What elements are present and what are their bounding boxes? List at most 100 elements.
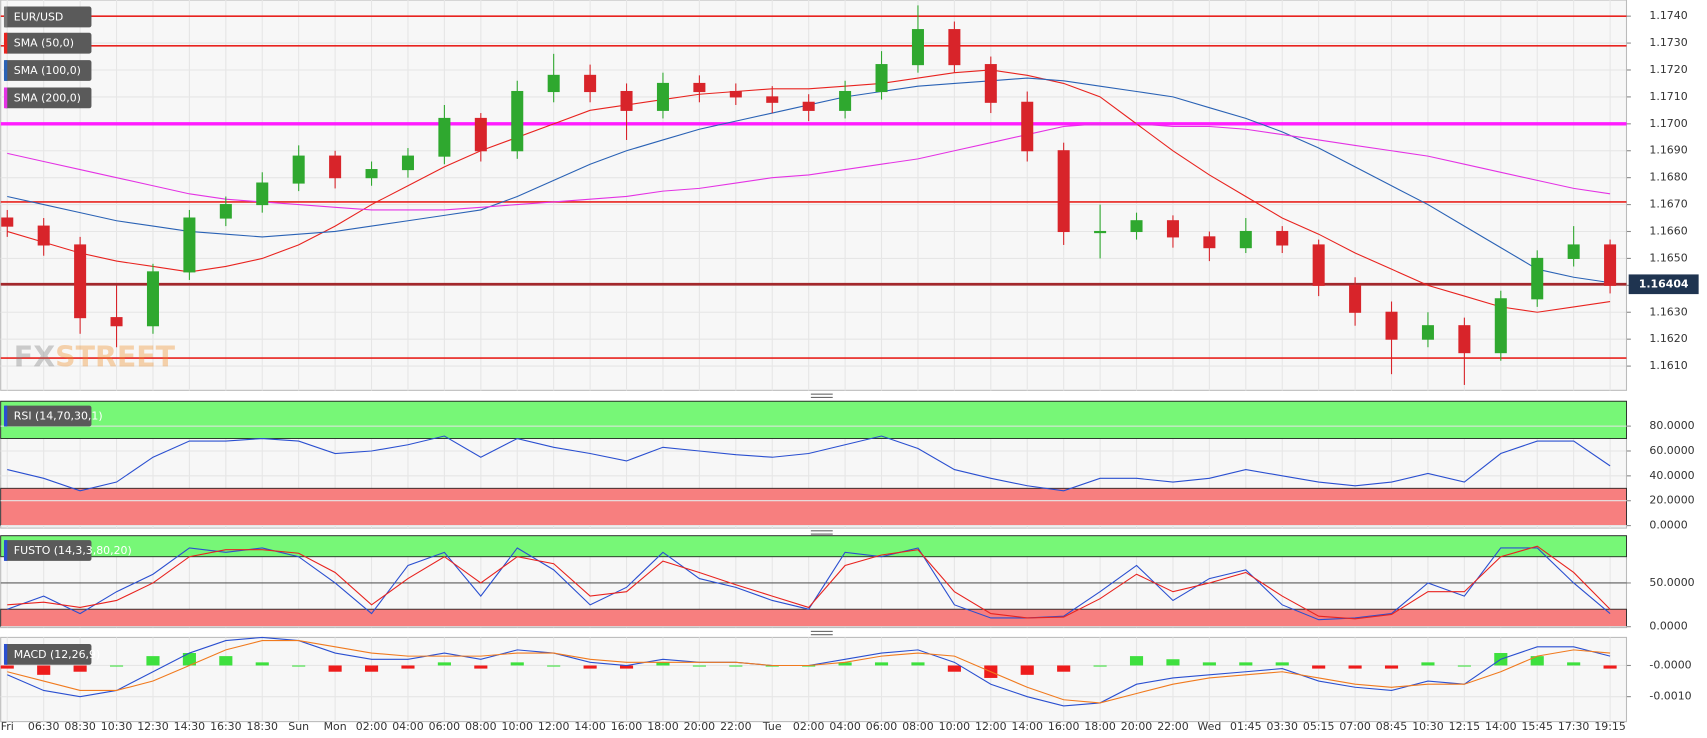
candle-body	[438, 117, 451, 157]
x-tick-label: 12:15	[1449, 720, 1480, 733]
histogram-bar	[1275, 662, 1289, 666]
panel: 1.16101.16201.16301.16401.16501.16601.16…	[0, 0, 1699, 391]
candle-body	[219, 204, 232, 219]
histogram-bar	[1093, 665, 1107, 667]
histogram-bar	[583, 665, 597, 669]
candle-body	[1385, 311, 1398, 340]
candle-body	[620, 90, 633, 111]
candle-body	[1604, 244, 1617, 286]
legend-box	[3, 405, 92, 427]
legend-swatch	[3, 540, 8, 561]
histogram-bar	[729, 665, 743, 667]
histogram-bar	[328, 665, 342, 672]
candle-body	[1312, 244, 1325, 286]
candle-body	[911, 29, 924, 66]
candle-body	[839, 90, 852, 111]
x-tick-label: Mon	[324, 720, 347, 733]
candle-body	[1421, 325, 1434, 340]
candle-body	[984, 64, 997, 103]
histogram-bar	[1202, 662, 1216, 666]
candle-body	[1349, 284, 1362, 313]
histogram-bar	[1312, 665, 1326, 669]
histogram-bar	[73, 665, 87, 672]
legend-swatch	[3, 643, 8, 665]
legend-label: EUR/USD	[14, 10, 64, 23]
x-tick-label: 18:00	[647, 720, 679, 733]
candle-body	[1531, 257, 1544, 300]
legend-swatch	[3, 405, 8, 427]
zone-band	[0, 487, 1627, 527]
candle-body	[1094, 230, 1107, 234]
candle-body	[1166, 220, 1179, 238]
legend-swatch	[3, 32, 8, 54]
x-tick-label: Tue	[762, 720, 782, 733]
candle-body	[656, 82, 669, 111]
legend-entry: SMA (100,0)	[3, 60, 92, 81]
x-tick-label: 12:00	[975, 720, 1007, 733]
candle-body	[1057, 150, 1070, 233]
panel-background	[0, 636, 1628, 723]
legend-entry: RSI (14,70,30,1)	[3, 405, 103, 427]
candle-body	[766, 96, 779, 103]
histogram-bar	[1530, 656, 1544, 666]
x-tick-label: 10:00	[939, 720, 971, 733]
candle-body	[365, 169, 378, 179]
zone-band	[0, 400, 1627, 439]
watermark-part: FX	[14, 341, 55, 374]
histogram-bar	[911, 662, 925, 666]
candle-body	[183, 217, 196, 273]
histogram-bar	[1603, 665, 1617, 669]
x-tick-label: 14:00	[1485, 720, 1517, 733]
x-tick-label: 15:45	[1521, 720, 1552, 733]
y-tick-label: 1.1690	[1649, 144, 1687, 157]
series-line	[7, 435, 1611, 492]
legend-entry: SMA (200,0)	[3, 87, 92, 109]
x-tick-label: 08:30	[64, 720, 96, 733]
candle-body	[875, 64, 888, 93]
x-tick-label: 07:00	[1339, 720, 1371, 733]
y-tick-label: 1.1720	[1649, 63, 1687, 76]
candle-body	[1239, 230, 1252, 249]
separator	[810, 393, 833, 395]
y-tick-label: 0.0000	[1649, 519, 1687, 532]
y-tick-label: -0.0000	[1649, 658, 1691, 671]
histogram-bar	[619, 665, 634, 669]
legend-swatch	[3, 60, 8, 81]
candle-body	[474, 117, 487, 152]
histogram-bar	[1384, 665, 1399, 669]
x-tick-label: 04:00	[392, 720, 424, 733]
legend-entry: MACD (12,26,9)	[3, 643, 100, 665]
x-tick-label: 22:00	[720, 720, 752, 733]
x-tick-label: 22:00	[1157, 720, 1189, 733]
legend-entry: EUR/USD	[3, 6, 92, 28]
histogram-bar	[547, 665, 561, 667]
candle-body	[256, 182, 269, 206]
histogram-bar	[874, 662, 889, 666]
x-tick-label: 16:30	[210, 720, 242, 733]
candle-body	[74, 244, 87, 319]
histogram-bar	[1057, 665, 1071, 672]
histogram-bar	[109, 665, 124, 667]
y-tick-label: 1.1610	[1649, 359, 1687, 372]
x-tick-label: 17:30	[1558, 720, 1590, 733]
x-tick-label: 05:15	[1303, 720, 1334, 733]
x-tick-label: 04:00	[829, 720, 861, 733]
legend-label: SMA (50,0)	[14, 37, 74, 50]
legend-box	[3, 32, 92, 54]
candle-body	[802, 101, 815, 111]
x-tick-label: 20:00	[1121, 720, 1153, 733]
series-line	[7, 545, 1611, 620]
histogram-bar	[474, 665, 488, 669]
y-tick-label: 40.0000	[1649, 469, 1694, 482]
x-tick-label: 12:00	[538, 720, 570, 733]
candle-body	[729, 90, 742, 98]
separator	[810, 634, 833, 636]
y-tick-label: 1.1710	[1649, 90, 1687, 103]
candle-body	[292, 155, 305, 184]
y-tick-label: -0.0010	[1649, 690, 1691, 703]
x-tick-label: 01:45	[1230, 720, 1261, 733]
y-tick-label: 1.1730	[1649, 36, 1687, 49]
y-tick-label: 1.1670	[1649, 198, 1687, 211]
legend-box	[3, 60, 92, 81]
